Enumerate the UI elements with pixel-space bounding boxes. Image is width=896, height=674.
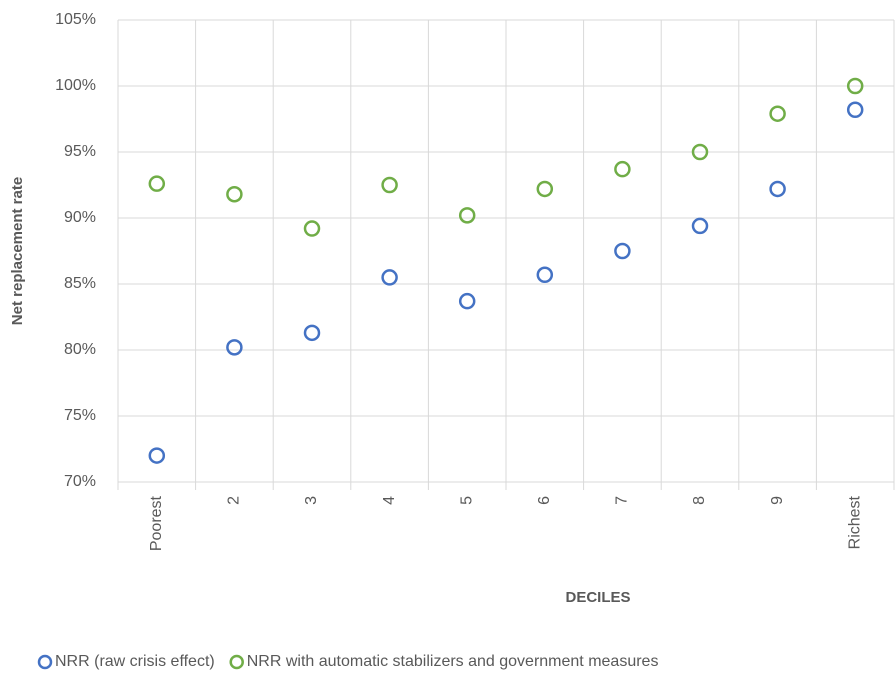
marker <box>536 266 554 284</box>
marker <box>148 447 166 464</box>
marker <box>846 101 864 119</box>
marker <box>614 242 631 260</box>
y-tick-label: 105% <box>55 11 96 28</box>
x-axis-title: DECILES <box>565 589 630 606</box>
marker <box>226 185 243 203</box>
y-tick-label: 85% <box>64 275 96 292</box>
x-tick-label: 9 <box>769 496 786 505</box>
y-tick-label: 90% <box>64 209 96 226</box>
x-tick-label: 3 <box>303 496 320 505</box>
marker <box>691 143 709 161</box>
marker <box>303 324 321 342</box>
marker <box>458 207 476 224</box>
y-tick-label: 100% <box>55 77 96 94</box>
marker <box>769 180 786 198</box>
x-tick-label: 7 <box>614 496 631 505</box>
x-tick-label: 5 <box>458 496 475 505</box>
y-axis-title: Net replacement rate <box>9 177 26 325</box>
marker <box>148 175 166 192</box>
marker <box>381 269 398 286</box>
legend-label: NRR with automatic stabilizers and gover… <box>247 653 659 670</box>
marker <box>846 77 864 95</box>
marker <box>769 105 786 122</box>
x-tick-label: 6 <box>536 496 553 505</box>
marker <box>536 180 554 198</box>
marker <box>303 220 321 237</box>
x-tick-label: 2 <box>226 496 243 505</box>
x-tick-label: Poorest <box>148 495 165 551</box>
legend-marker <box>37 654 53 670</box>
marker <box>691 217 709 235</box>
y-tick-label: 95% <box>64 143 96 160</box>
x-tick-label: 8 <box>691 496 708 505</box>
x-tick-label: Richest <box>846 495 863 549</box>
y-tick-label: 70% <box>64 473 96 490</box>
y-tick-label: 80% <box>64 341 96 358</box>
x-tick-label: 4 <box>381 496 398 505</box>
marker <box>458 292 476 310</box>
legend-label: NRR (raw crisis effect) <box>55 653 215 670</box>
legend-marker <box>229 654 244 670</box>
marker <box>614 160 631 178</box>
marker <box>381 176 398 194</box>
marker <box>226 339 243 356</box>
y-tick-label: 75% <box>64 407 96 424</box>
